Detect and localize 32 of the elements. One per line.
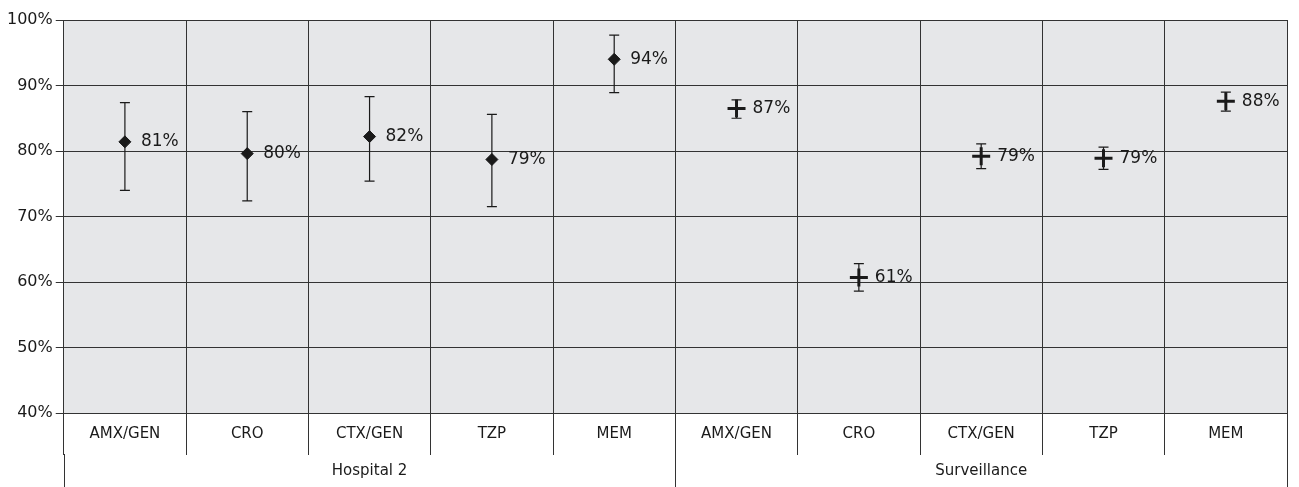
- point: [848, 266, 870, 288]
- x-tick-label: MEM: [1208, 423, 1244, 442]
- y-tick-label: 60%: [17, 271, 53, 291]
- x-tick-label: CTX/GEN: [947, 423, 1015, 442]
- y-tick-label: 70%: [17, 205, 53, 225]
- point: [240, 147, 254, 161]
- x-tick-label: AMX/GEN: [701, 423, 772, 442]
- data-label: 79%: [1119, 146, 1158, 167]
- data-label: 81%: [140, 130, 179, 151]
- data-label: 94%: [630, 47, 669, 68]
- y-tick-label: 90%: [17, 74, 53, 94]
- x-tick-label: AMX/GEN: [89, 423, 161, 442]
- x-tick-label: TZP: [476, 423, 507, 442]
- text: Surveillance: [935, 460, 1028, 479]
- text: Hospital 2: [331, 460, 408, 479]
- y-tick-label: 100%: [6, 9, 53, 29]
- point: [607, 52, 621, 66]
- y-tick-label: 80%: [17, 140, 53, 160]
- data-label: 88%: [1241, 89, 1280, 110]
- data-label: 87%: [752, 96, 791, 117]
- point: [970, 145, 992, 167]
- x-tick-label: CRO: [842, 423, 876, 442]
- data-label: 82%: [385, 125, 424, 146]
- x-tick-label: CRO: [230, 423, 264, 442]
- data-label: 79%: [507, 147, 546, 168]
- x-tick-label: CTX/GEN: [335, 423, 404, 442]
- point: [1093, 147, 1115, 169]
- y-tick-label: 40%: [17, 402, 53, 422]
- data-label: 61%: [874, 265, 913, 286]
- x-tick-label: MEM: [596, 423, 632, 442]
- x-tick-label: TZP: [1088, 423, 1118, 442]
- y-tick-label: 50%: [17, 336, 53, 356]
